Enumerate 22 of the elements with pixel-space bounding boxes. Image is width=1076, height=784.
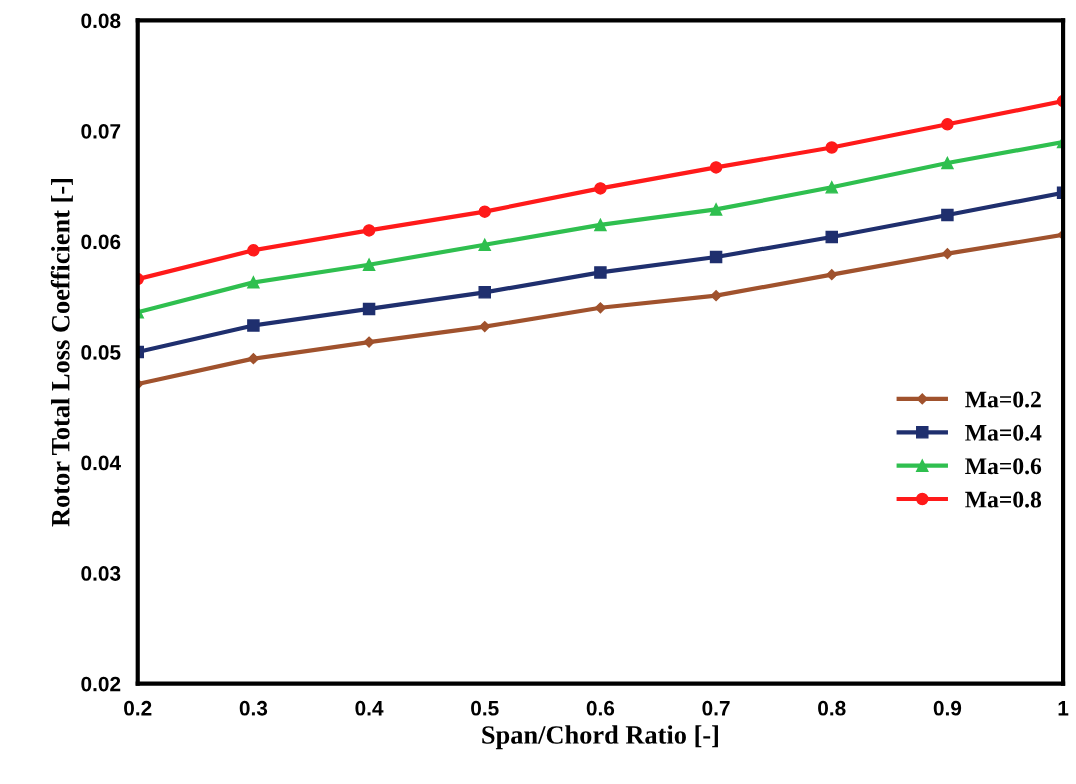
x-tick-label: 0.4	[355, 700, 384, 716]
y-tick-label: 0.02	[81, 676, 121, 692]
x-tick-label: 0.2	[124, 700, 152, 716]
y-tick-label: 0.07	[81, 123, 121, 139]
x-tick-label: 0.9	[933, 700, 962, 716]
x-tick-label: 0.7	[702, 700, 730, 716]
x-tick-label: 0.5	[471, 700, 499, 716]
legend-label: Ma=0.4	[965, 424, 1042, 441]
x-tick-label: 0.6	[586, 700, 615, 716]
x-tick-label: 0.8	[818, 700, 846, 716]
x-tick-label: 1	[1058, 701, 1069, 716]
y-tick-label: 0.04	[81, 455, 121, 471]
y-tick-label: 0.08	[81, 13, 121, 29]
legend-label: Ma=0.8	[965, 491, 1042, 508]
y-tick-label: 0.05	[81, 345, 121, 360]
y-tick-label: 0.03	[81, 566, 121, 581]
legend-label: Ma=0.6	[965, 458, 1042, 475]
x-tick-label: 0.3	[239, 700, 268, 716]
legend-label: Ma=0.2	[965, 391, 1041, 408]
x-axis-title: Span/Chord Ratio [-]	[482, 725, 718, 750]
y-axis-title: Rotor Total Loss Coefficient [-]	[50, 179, 73, 527]
y-tick-label: 0.06	[81, 234, 121, 250]
